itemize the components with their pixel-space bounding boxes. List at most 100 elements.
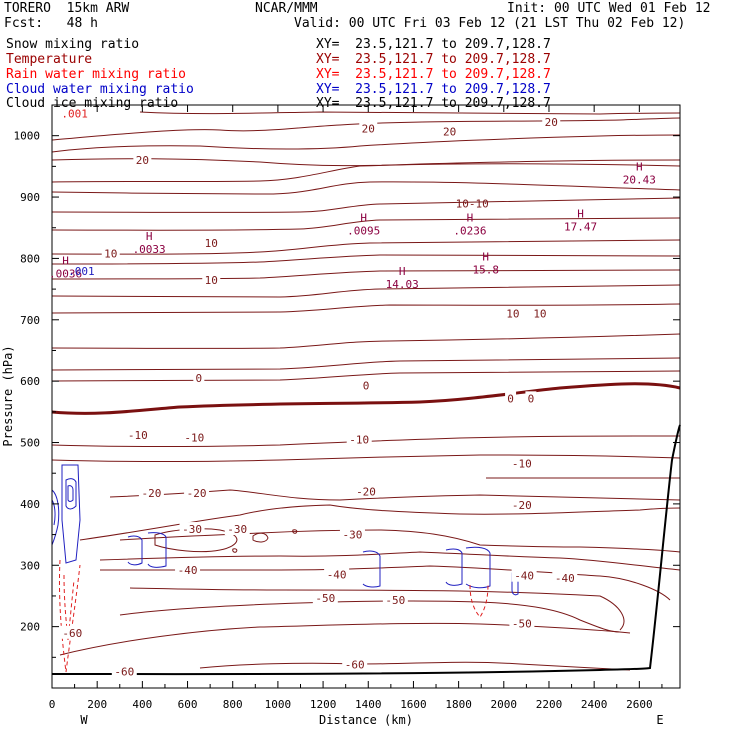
- max-marker-value: 17.47: [564, 220, 597, 233]
- temperature-label-bg: [202, 236, 221, 250]
- isotherm-10-mid: [79, 504, 681, 541]
- temperature-label-bg: [184, 485, 210, 499]
- max-marker-value: .0033: [133, 243, 166, 256]
- temperature-label-bg: [175, 563, 201, 577]
- terrain-profile: [51, 424, 681, 676]
- temperature-label-bg: [511, 568, 537, 582]
- isotherm-7: [51, 454, 681, 462]
- legend-cloud-ice-label: Cloud ice mixing ratio: [6, 96, 179, 111]
- forecast-hour: Fcst: 48 h: [4, 16, 98, 31]
- temperature-labels: -60 -60 -60 -50 -50 -50 -40 -40 -40 -40 -30 -30 -30 -…: [59, 115, 578, 678]
- max-marker-symbol: H: [399, 265, 406, 278]
- legend-temperature-xy: XY= 23.5,121.7 to 209.7,128.7: [316, 52, 551, 67]
- max-marker-value: 14.03: [386, 278, 419, 291]
- plot-frame: [51, 104, 681, 689]
- max-marker-symbol: H: [146, 230, 153, 243]
- temperature-label-bg: [202, 272, 221, 286]
- isotherm-20-lower: [199, 661, 631, 671]
- temperature-label-bg: [101, 246, 120, 260]
- temperature-label-bg: [324, 567, 350, 581]
- temperature-label: -50: [512, 618, 532, 631]
- temperature-label: -30: [343, 529, 363, 542]
- temperature-label: -20: [141, 487, 161, 500]
- x-tick-label: 2000: [491, 698, 518, 711]
- value-label: .001: [61, 107, 88, 120]
- valid-time: Valid: 00 UTC Fri 03 Feb 12 (21 LST Thu …: [294, 16, 686, 31]
- isotherm-minus60-lower: [51, 134, 681, 153]
- legend-rain-label: Rain water mixing ratio: [6, 67, 187, 82]
- temperature-label-bg: [59, 625, 85, 639]
- x-tick-label: 1000: [265, 698, 292, 711]
- temperature-label: -50: [315, 592, 335, 605]
- isotherm-minus28: [51, 254, 681, 265]
- isotherm-16: [129, 587, 625, 631]
- legend-temperature-label: Temperature: [6, 52, 93, 67]
- isotherm-minus20: [51, 284, 681, 298]
- x-tick-label: 1800: [445, 698, 472, 711]
- maxima-markers: H14.03H15.8H17.47H20.43H.0036H.0033H.009…: [49, 161, 656, 291]
- temperature-label-bg: [181, 430, 207, 444]
- temperature-label-bg: [125, 428, 151, 442]
- temperature-label: -40: [555, 572, 575, 585]
- temperature-label: 10: [506, 308, 519, 321]
- legend-snow-label: Snow mixing ratio: [6, 37, 140, 52]
- cloud-water-contours: [51, 464, 519, 596]
- max-marker-value: 20.43: [623, 174, 656, 187]
- max-marker-value: .0236: [453, 225, 486, 238]
- temperature-label: 10: [205, 237, 218, 250]
- temperature-label: 0: [196, 372, 203, 385]
- temperature-label: -40: [327, 568, 347, 581]
- temperature-label-bg: [224, 522, 250, 536]
- value-label: 10-10: [456, 197, 489, 210]
- cloud-water-cell-1900: [465, 546, 491, 589]
- temperature-label: -30: [182, 523, 202, 536]
- x-tick-label: 2600: [626, 698, 653, 711]
- isotherm-minus3: [51, 370, 681, 382]
- temperature-label: 20: [362, 122, 375, 135]
- temperature-label: 10: [205, 274, 218, 287]
- y-tick-label: 300: [20, 559, 40, 572]
- temperature-label-bg: [179, 522, 205, 536]
- isotherm-minus5: [51, 357, 681, 371]
- cloud-water-west-outer: [61, 464, 81, 564]
- isotherm-minus35: [51, 217, 681, 231]
- temperature-label: -50: [385, 594, 405, 607]
- temperature-label: 10: [533, 308, 546, 321]
- temperature-label-bg: [509, 456, 535, 470]
- cloud-water-cell-1400: [362, 550, 381, 588]
- temperature-label-bg: [530, 306, 549, 320]
- rain-contours: [58, 559, 489, 673]
- cloud-water-edge: [51, 489, 60, 546]
- temperature-label: -30: [227, 523, 247, 536]
- temperature-label: -10: [128, 429, 148, 442]
- max-marker-value: 15.8: [472, 263, 499, 276]
- x-tick-label: 2200: [536, 698, 563, 711]
- isotherm-minus10: [51, 333, 681, 349]
- x-tick-label: 400: [132, 698, 152, 711]
- value-label: .001: [68, 265, 95, 278]
- max-marker-symbol: H: [636, 161, 643, 174]
- legend-snow-xy: XY= 23.5,121.7 to 209.7,128.7: [316, 37, 551, 52]
- temperature-label: 20: [545, 116, 558, 129]
- init-time: Init: 00 UTC Wed 01 Feb 12: [507, 1, 711, 16]
- y-tick-label: 800: [20, 252, 40, 265]
- legend-rain-xy: XY= 23.5,121.7 to 209.7,128.7: [316, 67, 551, 82]
- isotherm-small-dot: [232, 548, 238, 553]
- zero-isotherm: [51, 382, 681, 415]
- isotherm-15: [100, 565, 671, 601]
- x-axis-ticks: 0 200 400 600 800 1000 1200 1400 1600 1800 2000 220…: [49, 105, 663, 711]
- isotherm-minus45: [51, 181, 681, 195]
- x-tick-label: 200: [87, 698, 107, 711]
- x-tick-label: 1200: [310, 698, 337, 711]
- temperature-label: -20: [512, 499, 532, 512]
- temperature-contours: [51, 111, 681, 671]
- cloud-water-west-core: [67, 485, 74, 502]
- max-marker-symbol: H: [467, 212, 474, 225]
- temperature-label-bg: [542, 115, 561, 129]
- temperature-label: -10: [512, 457, 532, 470]
- temperature-label: 0: [528, 392, 535, 405]
- rain-1900: [469, 584, 489, 618]
- temperature-label-bg: [525, 391, 537, 405]
